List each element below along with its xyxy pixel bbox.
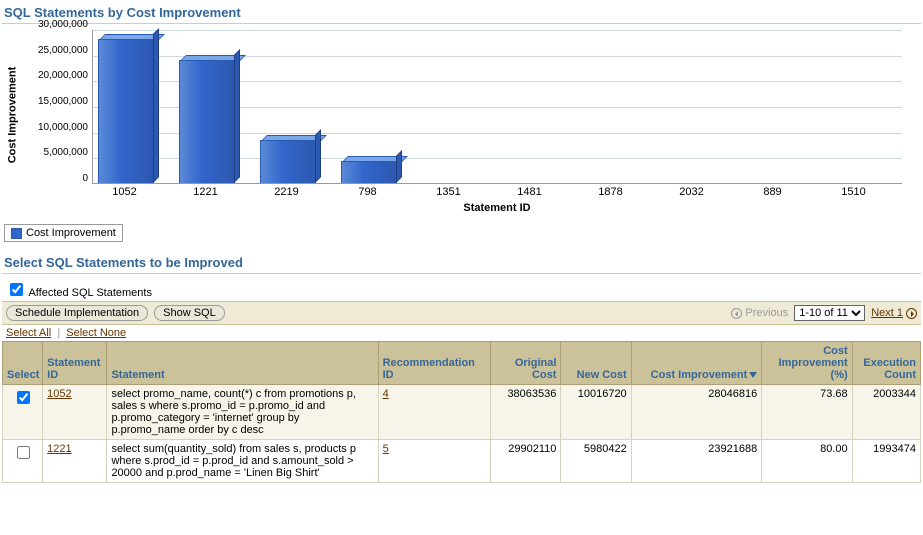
table-header-row: SelectStatement IDStatementRecommendatio… <box>3 342 921 385</box>
sql-statements-table: SelectStatement IDStatementRecommendatio… <box>2 341 921 483</box>
cell-cost_imp: 23921688 <box>631 440 762 483</box>
affected-row: Affected SQL Statements <box>2 278 921 301</box>
col-header-orig_cost[interactable]: Original Cost <box>491 342 561 385</box>
col-header-select[interactable]: Select <box>3 342 43 385</box>
chart-legend: Cost Improvement <box>4 224 123 242</box>
chart-bar <box>98 39 154 183</box>
affected-sql-checkbox[interactable] <box>10 283 23 296</box>
cell-orig_cost: 29902110 <box>491 440 561 483</box>
col-header-exec_count[interactable]: Execution Count <box>852 342 920 385</box>
separator: | <box>57 327 60 339</box>
col-header-cost_imp[interactable]: Cost Improvement <box>631 342 762 385</box>
xtick-label: 1052 <box>112 186 136 198</box>
chevron-right-icon <box>906 308 917 319</box>
recommendation-id-link[interactable]: 5 <box>383 443 389 455</box>
chart-yaxis: 30,000,00025,000,00020,000,00015,000,000… <box>22 30 92 184</box>
col-header-stmt_id[interactable]: Statement ID <box>43 342 107 385</box>
pager-previous-label: Previous <box>745 307 788 319</box>
affected-sql-text: Affected SQL Statements <box>28 287 152 299</box>
xtick-label: 798 <box>358 186 376 198</box>
chart-plot <box>92 30 902 184</box>
cell-new_cost: 10016720 <box>561 385 631 440</box>
xtick-label: 1351 <box>436 186 460 198</box>
pager-next[interactable]: Next 1 <box>871 307 917 319</box>
legend-label: Cost Improvement <box>26 227 116 239</box>
table-row: 1052 select promo_name, count(*) c from p… <box>3 385 921 440</box>
affected-sql-label[interactable]: Affected SQL Statements <box>6 287 152 299</box>
sort-desc-icon <box>749 372 757 378</box>
xtick-label: 1481 <box>517 186 541 198</box>
chevron-left-icon <box>731 308 742 319</box>
statement-id-link[interactable]: 1052 <box>47 388 71 400</box>
col-header-cost_imp_pct[interactable]: Cost Improvement (%) <box>762 342 852 385</box>
col-header-new_cost[interactable]: New Cost <box>561 342 631 385</box>
xtick-label: 1221 <box>193 186 217 198</box>
chart-ylabel: Cost Improvement <box>6 67 18 164</box>
xtick-label: 1510 <box>841 186 865 198</box>
recommendation-id-link[interactable]: 4 <box>383 388 389 400</box>
row-select-checkbox[interactable] <box>17 391 30 404</box>
select-all-link[interactable]: Select All <box>6 327 51 339</box>
cell-exec_count: 2003344 <box>852 385 920 440</box>
cell-new_cost: 5980422 <box>561 440 631 483</box>
col-header-statement[interactable]: Statement <box>107 342 378 385</box>
pager-previous: Previous <box>731 307 788 319</box>
section-title-chart: SQL Statements by Cost Improvement <box>2 2 921 24</box>
chart-bar <box>179 60 235 183</box>
xtick-label: 889 <box>763 186 781 198</box>
table-row: 1221 select sum(quantity_sold) from sales… <box>3 440 921 483</box>
statement-text: select promo_name, count(*) c from promo… <box>107 385 378 440</box>
xtick-label: 2032 <box>679 186 703 198</box>
schedule-implementation-button[interactable]: Schedule Implementation <box>6 305 148 321</box>
pager-range-select[interactable]: 1-10 of 11 <box>794 305 865 321</box>
cell-cost_imp_pct: 80.00 <box>762 440 852 483</box>
xtick-label: 2219 <box>274 186 298 198</box>
statement-id-link[interactable]: 1221 <box>47 443 71 455</box>
col-header-rec_id[interactable]: Recommendation ID <box>378 342 490 385</box>
xtick-label: 1878 <box>598 186 622 198</box>
cost-improvement-chart: Cost Improvement 30,000,00025,000,00020,… <box>2 28 921 218</box>
select-links: Select All | Select None <box>2 325 921 341</box>
chart-bar <box>260 140 316 183</box>
select-none-link[interactable]: Select None <box>66 327 126 339</box>
cell-cost_imp_pct: 73.68 <box>762 385 852 440</box>
pager-next-label: Next 1 <box>871 307 903 319</box>
row-select-checkbox[interactable] <box>17 446 30 459</box>
chart-xaxis: 1052 1221 2219 798 1351 1481 1878 2032 889 1510 <box>92 184 902 200</box>
legend-swatch <box>11 228 22 239</box>
statement-text: select sum(quantity_sold) from sales s, … <box>107 440 378 483</box>
table-toolbar: Schedule Implementation Show SQL Previou… <box>2 301 921 325</box>
chart-bar <box>341 161 397 183</box>
cell-cost_imp: 28046816 <box>631 385 762 440</box>
section-title-table: Select SQL Statements to be Improved <box>2 252 921 274</box>
show-sql-button[interactable]: Show SQL <box>154 305 225 321</box>
chart-ylabel-box: Cost Improvement <box>2 30 22 200</box>
cell-exec_count: 1993474 <box>852 440 920 483</box>
cell-orig_cost: 38063536 <box>491 385 561 440</box>
chart-xlabel: Statement ID <box>92 202 902 214</box>
